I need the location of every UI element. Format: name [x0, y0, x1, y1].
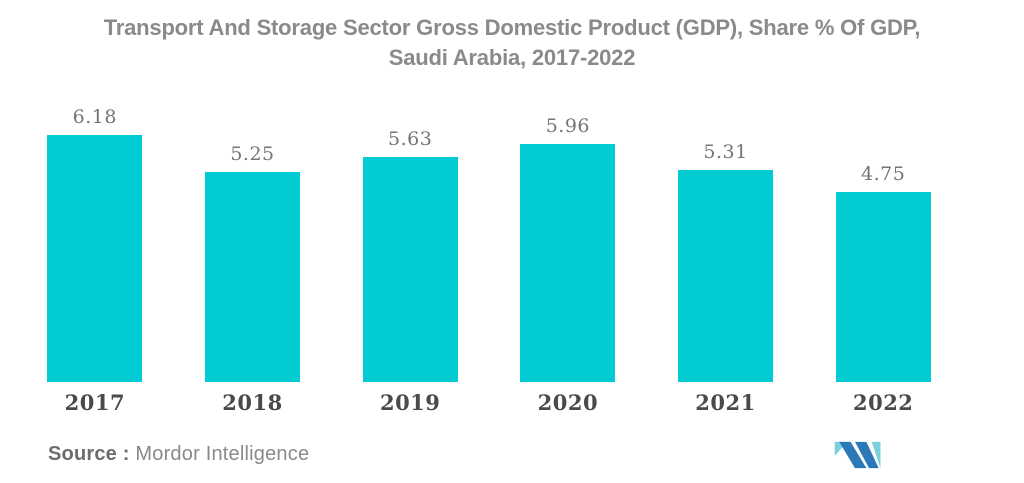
bar-2017 — [47, 135, 143, 382]
value-label-2021: 5.31 — [703, 141, 748, 163]
mordor-intelligence-logo — [834, 441, 881, 469]
logo-right-blue-stroke — [854, 441, 879, 469]
bar-2019 — [362, 157, 458, 382]
source-value: Mordor Intelligence — [135, 443, 310, 465]
value-label-2017: 6.18 — [72, 106, 117, 128]
source-note: Source : Mordor Intelligence — [48, 443, 309, 466]
bar-column-2018: 5.25 — [174, 92, 332, 382]
x-tick-2020: 2020 — [537, 390, 599, 415]
value-label-2022: 4.75 — [861, 163, 906, 185]
x-tick-2018: 2018 — [222, 390, 283, 415]
bar-column-2021: 5.31 — [647, 92, 805, 382]
source-label: Source : — [48, 443, 130, 465]
bars-row: 6.18 5.25 5.63 5.96 5.31 4.75 — [16, 92, 962, 382]
value-label-2019: 5.63 — [388, 128, 433, 150]
x-tick-2019: 2019 — [379, 390, 441, 415]
value-label-2020: 5.96 — [545, 115, 590, 137]
logo-right-teal-triangle — [871, 441, 881, 469]
bar-column-2019: 5.63 — [331, 92, 489, 382]
bar-2022 — [835, 192, 931, 382]
bar-2021 — [678, 170, 774, 382]
value-label-2018: 5.25 — [230, 143, 275, 165]
x-tick-2017: 2017 — [64, 390, 126, 415]
chart-title-line-2: Saudi Arabia, 2017-2022 — [388, 44, 636, 70]
x-tick-2021: 2021 — [695, 390, 756, 415]
bar-column-2020: 5.96 — [489, 92, 647, 382]
bar-column-2017: 6.18 — [16, 92, 174, 382]
x-axis-row: 2017 2018 2019 2020 2021 2022 — [16, 390, 962, 415]
bar-column-2022: 4.75 — [804, 92, 962, 382]
x-tick-2022: 2022 — [852, 390, 914, 415]
chart-title-line-1: Transport And Storage Sector Gross Domes… — [103, 15, 921, 40]
logo-left-blue-stroke — [839, 441, 867, 469]
bar-2020 — [520, 144, 616, 382]
bar-2018 — [205, 172, 300, 382]
chart-title: Transport And Storage Sector Gross Domes… — [0, 13, 1024, 72]
